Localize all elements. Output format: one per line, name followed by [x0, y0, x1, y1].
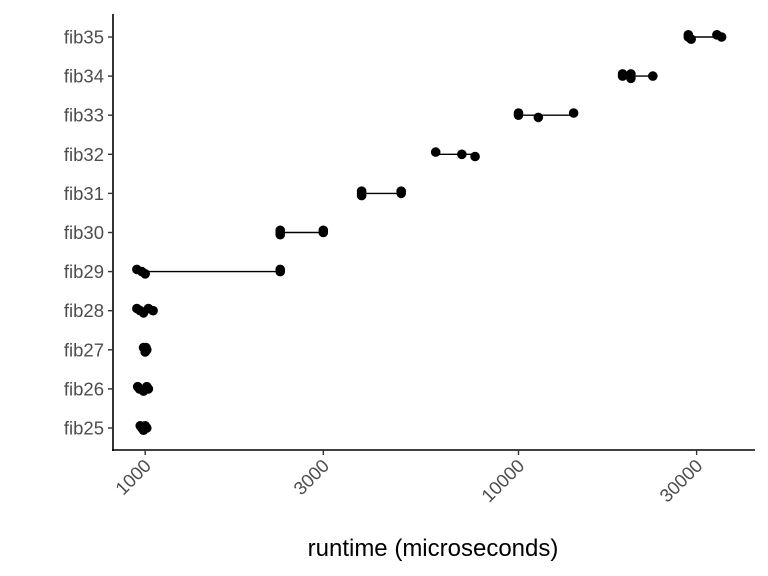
data-point	[141, 423, 152, 433]
data-point	[275, 229, 286, 240]
x-tick-label: 1000	[111, 455, 155, 499]
data-point	[626, 69, 636, 79]
y-tick-label: fib28	[64, 300, 104, 321]
data-point	[568, 108, 579, 118]
data-point	[141, 345, 152, 355]
y-tick-label: fib25	[64, 418, 104, 439]
data-point	[430, 147, 441, 157]
y-axis: fib25 fib26 fib27 fib28 fib29 fib30 fib31 fib32…	[64, 14, 114, 451]
data-point	[686, 34, 696, 44]
data-point	[318, 227, 329, 238]
x-axis: 1000 3000 10000 30000	[111, 449, 755, 506]
data-point	[143, 384, 154, 394]
data-point	[617, 71, 628, 81]
y-tick-label: fib34	[64, 66, 104, 87]
data-point	[140, 269, 150, 279]
y-tick-label: fib35	[64, 27, 104, 48]
x-tick-label: 30000	[655, 455, 706, 506]
y-tick-label: fib30	[64, 222, 104, 243]
data-point	[513, 110, 524, 120]
x-tick-label: 3000	[289, 455, 333, 499]
x-tick-label: 10000	[477, 455, 528, 506]
y-tick-label: fib31	[64, 183, 104, 204]
plot-marks	[132, 30, 727, 436]
data-point	[457, 149, 467, 160]
data-point	[356, 190, 367, 201]
data-point	[533, 112, 544, 123]
y-tick-label: fib29	[64, 261, 104, 282]
data-point	[648, 71, 658, 81]
y-tick-label: fib26	[64, 378, 104, 399]
data-point	[716, 32, 727, 42]
data-point	[396, 188, 406, 199]
data-point	[148, 305, 158, 316]
y-tick-label: fib33	[64, 105, 104, 126]
y-tick-label: fib27	[64, 339, 104, 360]
data-point	[470, 151, 480, 162]
x-axis-title: runtime (microseconds)	[308, 535, 559, 562]
data-point	[275, 266, 286, 277]
y-tick-label: fib32	[64, 144, 104, 165]
